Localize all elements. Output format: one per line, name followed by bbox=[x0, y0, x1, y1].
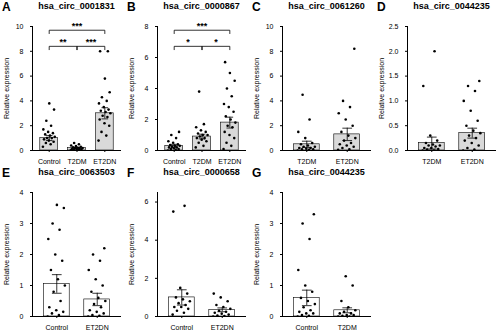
html-text:hsa_circ_0000658: hsa_circ_0000658 bbox=[163, 167, 240, 177]
svg-text:***: *** bbox=[72, 21, 83, 31]
svg-text:ET2DN: ET2DN bbox=[93, 158, 116, 165]
svg-text:Relative expression: Relative expression bbox=[253, 224, 261, 285]
svg-text:4: 4 bbox=[270, 189, 274, 196]
svg-text:1: 1 bbox=[20, 282, 24, 289]
svg-text:ET2DN: ET2DN bbox=[336, 158, 359, 165]
svg-text:*: * bbox=[214, 37, 218, 47]
svg-text:2: 2 bbox=[270, 122, 274, 129]
svg-text:ET2DN: ET2DN bbox=[86, 324, 109, 331]
svg-text:Relative expression: Relative expression bbox=[378, 58, 386, 119]
svg-text:6: 6 bbox=[145, 54, 149, 61]
svg-text:2: 2 bbox=[20, 122, 24, 129]
svg-text:Relative expression: Relative expression bbox=[128, 224, 136, 285]
svg-text:ET2DN: ET2DN bbox=[461, 158, 484, 165]
svg-text:T2DM: T2DM bbox=[297, 158, 316, 165]
svg-text:Relative expression: Relative expression bbox=[253, 58, 261, 119]
svg-text:3: 3 bbox=[20, 220, 24, 227]
svg-text:T2DM: T2DM bbox=[192, 158, 211, 165]
svg-text:4: 4 bbox=[145, 85, 149, 92]
svg-text:Control: Control bbox=[295, 324, 318, 331]
html-text:B: B bbox=[127, 0, 136, 14]
svg-text:6: 6 bbox=[270, 72, 274, 79]
svg-text:Control: Control bbox=[38, 158, 61, 165]
svg-text:ET2DN: ET2DN bbox=[218, 158, 241, 165]
html-text:hsa_circ_0063503: hsa_circ_0063503 bbox=[38, 167, 115, 177]
html-text:E: E bbox=[2, 166, 10, 180]
svg-text:***: *** bbox=[86, 37, 97, 47]
svg-text:2.0: 2.0 bbox=[389, 48, 399, 55]
svg-text:4: 4 bbox=[145, 236, 149, 243]
svg-text:1: 1 bbox=[270, 282, 274, 289]
svg-text:10: 10 bbox=[16, 23, 24, 30]
html-text:hsa_circ_0061260: hsa_circ_0061260 bbox=[288, 1, 365, 11]
svg-text:0: 0 bbox=[20, 313, 24, 320]
html-text:G: G bbox=[252, 166, 262, 180]
svg-text:T2DM: T2DM bbox=[422, 158, 441, 165]
svg-text:2: 2 bbox=[145, 116, 149, 123]
svg-text:2: 2 bbox=[145, 275, 149, 282]
svg-text:T2DM: T2DM bbox=[338, 324, 357, 331]
svg-text:0: 0 bbox=[270, 147, 274, 154]
svg-text:4: 4 bbox=[20, 189, 24, 196]
svg-text:1.0: 1.0 bbox=[389, 97, 399, 104]
html-text:hsa_circ_0044235: hsa_circ_0044235 bbox=[288, 167, 365, 177]
svg-text:Control: Control bbox=[45, 324, 68, 331]
svg-text:0.0: 0.0 bbox=[389, 147, 399, 154]
svg-text:*: * bbox=[186, 37, 190, 47]
svg-text:0: 0 bbox=[20, 147, 24, 154]
svg-text:4: 4 bbox=[270, 97, 274, 104]
html-text:F: F bbox=[127, 166, 135, 180]
svg-text:2: 2 bbox=[270, 251, 274, 258]
svg-text:Control: Control bbox=[163, 158, 186, 165]
svg-text:8: 8 bbox=[145, 23, 149, 30]
svg-text:4: 4 bbox=[20, 97, 24, 104]
svg-text:6: 6 bbox=[20, 72, 24, 79]
svg-text:Relative expression: Relative expression bbox=[3, 224, 11, 285]
html-text:hsa_circ_0000867: hsa_circ_0000867 bbox=[163, 1, 240, 11]
svg-text:Control: Control bbox=[170, 324, 193, 331]
svg-text:2.5: 2.5 bbox=[389, 23, 399, 30]
html-text:A: A bbox=[2, 0, 11, 14]
html-text:C: C bbox=[252, 0, 261, 14]
svg-text:0: 0 bbox=[145, 313, 149, 320]
html-text:D: D bbox=[377, 0, 386, 14]
svg-text:***: *** bbox=[197, 21, 208, 31]
svg-text:T2DM: T2DM bbox=[67, 158, 86, 165]
svg-text:8: 8 bbox=[270, 48, 274, 55]
html-text:hsa_circ_0001831: hsa_circ_0001831 bbox=[38, 1, 115, 11]
svg-text:3: 3 bbox=[270, 220, 274, 227]
svg-text:0: 0 bbox=[270, 313, 274, 320]
svg-text:0: 0 bbox=[145, 147, 149, 154]
svg-text:ET2DN: ET2DN bbox=[211, 324, 234, 331]
svg-text:1.5: 1.5 bbox=[389, 72, 399, 79]
svg-text:10: 10 bbox=[266, 23, 274, 30]
svg-text:2: 2 bbox=[20, 251, 24, 258]
svg-text:**: ** bbox=[60, 37, 68, 47]
svg-text:0.5: 0.5 bbox=[389, 122, 399, 129]
html-text:hsa_circ_0044235: hsa_circ_0044235 bbox=[413, 1, 490, 11]
svg-text:8: 8 bbox=[20, 48, 24, 55]
svg-text:Relative expression: Relative expression bbox=[128, 58, 136, 119]
svg-text:6: 6 bbox=[145, 198, 149, 205]
svg-text:Relative expression: Relative expression bbox=[3, 58, 11, 119]
